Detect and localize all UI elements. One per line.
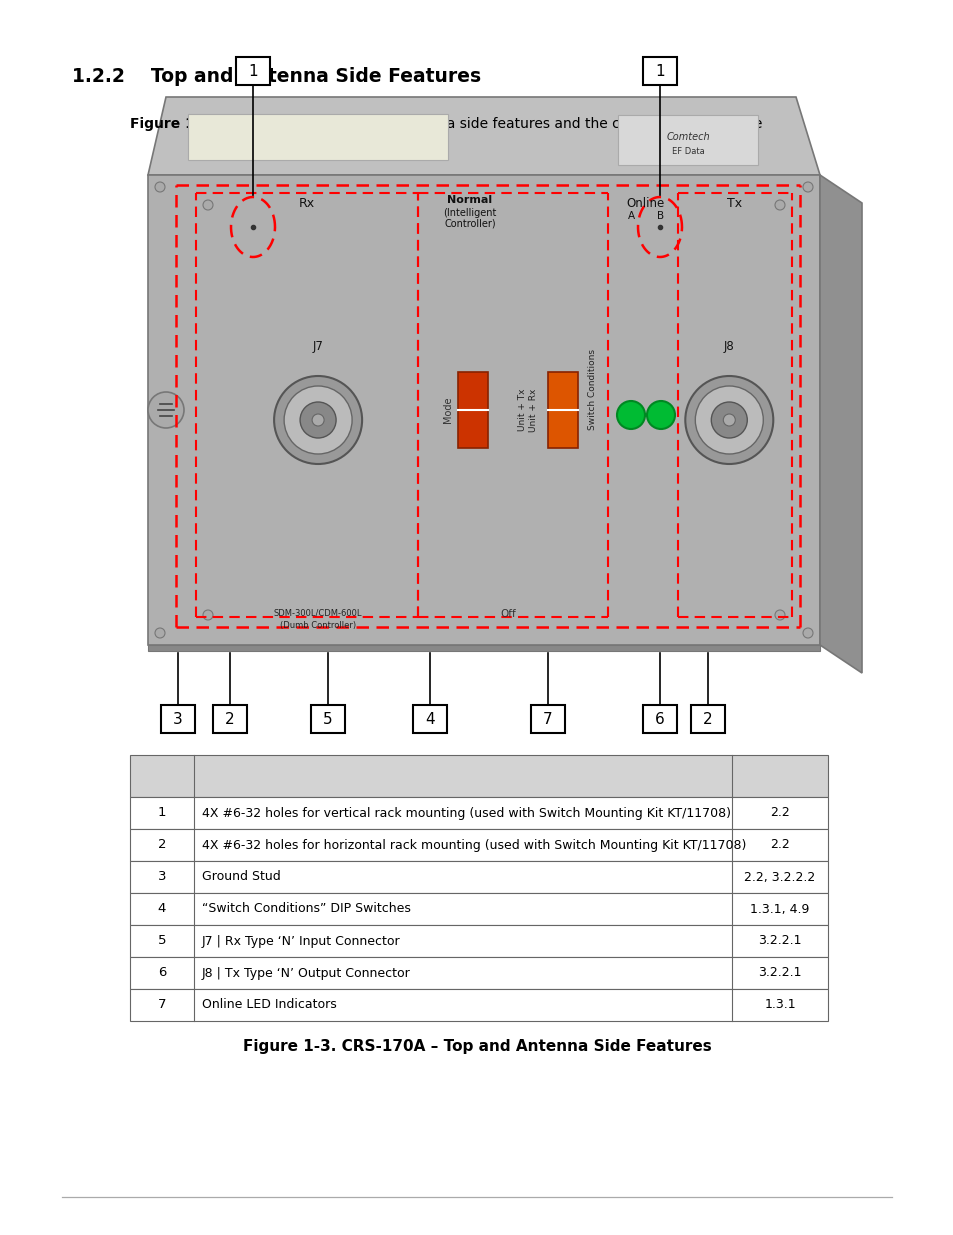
Circle shape	[774, 610, 784, 620]
Polygon shape	[148, 98, 820, 175]
Circle shape	[312, 414, 324, 426]
Text: 7: 7	[157, 999, 166, 1011]
Text: J7: J7	[313, 340, 323, 353]
Text: J7 | Rx Type ‘N’ Input Connector: J7 | Rx Type ‘N’ Input Connector	[202, 935, 400, 947]
Text: 2: 2	[702, 711, 712, 726]
Bar	[130, 755, 827, 797]
Circle shape	[284, 387, 352, 454]
Bar	[130, 957, 827, 989]
Text: Ground Stud: Ground Stud	[202, 871, 280, 883]
Bar	[547, 372, 578, 448]
Text: J8 | Tx Type ‘N’ Output Connector: J8 | Tx Type ‘N’ Output Connector	[202, 967, 411, 979]
Circle shape	[646, 401, 675, 429]
Bar	[311, 705, 345, 734]
Bar	[161, 705, 194, 734]
Text: 2: 2	[157, 839, 166, 851]
Text: 5: 5	[323, 711, 333, 726]
Text: 2.2: 2.2	[769, 839, 789, 851]
Text: 1.2.2    Top and Antenna Side Features: 1.2.2 Top and Antenna Side Features	[71, 67, 480, 86]
Bar	[130, 893, 827, 925]
Circle shape	[774, 200, 784, 210]
Bar	[188, 114, 448, 161]
Bar	[130, 925, 827, 957]
Bar	[618, 115, 758, 165]
Text: 2: 2	[225, 711, 234, 726]
Circle shape	[684, 375, 773, 464]
Circle shape	[802, 629, 812, 638]
Text: Rx: Rx	[298, 198, 314, 210]
Text: Mode: Mode	[442, 396, 453, 424]
Circle shape	[300, 403, 335, 438]
Circle shape	[711, 403, 746, 438]
Text: Unit + Tx
Unit + Rx: Unit + Tx Unit + Rx	[517, 388, 537, 432]
Text: B: B	[657, 211, 664, 221]
Bar	[130, 989, 827, 1021]
Text: 3: 3	[172, 711, 183, 726]
Text: 2.2, 3.2.2.2: 2.2, 3.2.2.2	[743, 871, 815, 883]
Polygon shape	[820, 175, 862, 673]
Bar	[213, 705, 247, 734]
Bar	[130, 829, 827, 861]
Circle shape	[617, 401, 644, 429]
Text: 1: 1	[248, 63, 257, 79]
Text: (Intelligent: (Intelligent	[443, 207, 497, 219]
Bar	[457, 372, 488, 448]
Bar	[642, 57, 677, 85]
Circle shape	[274, 375, 362, 464]
Text: Switch Conditions: Switch Conditions	[588, 350, 597, 431]
Text: 2.2: 2.2	[769, 806, 789, 820]
Text: Comtech: Comtech	[665, 132, 709, 142]
Text: J8: J8	[723, 340, 734, 353]
Bar	[531, 705, 564, 734]
Text: 3.2.2.1: 3.2.2.1	[758, 967, 801, 979]
Text: 4: 4	[157, 903, 166, 915]
Bar	[690, 705, 724, 734]
Bar	[235, 57, 270, 85]
Text: 4X #6-32 holes for horizontal rack mounting (used with Switch Mounting Kit KT/11: 4X #6-32 holes for horizontal rack mount…	[202, 839, 745, 851]
Text: Tx: Tx	[727, 198, 741, 210]
Text: Figure 1-3. CRS-170A – Top and Antenna Side Features: Figure 1-3. CRS-170A – Top and Antenna S…	[242, 1039, 711, 1053]
Text: “Switch Conditions” DIP Switches: “Switch Conditions” DIP Switches	[202, 903, 411, 915]
Text: 3.2.2.1: 3.2.2.1	[758, 935, 801, 947]
Text: 7: 7	[542, 711, 552, 726]
Text: SDM-300L/CDM-600L: SDM-300L/CDM-600L	[274, 609, 362, 618]
Text: 4X #6-32 holes for vertical rack mounting (used with Switch Mounting Kit KT/1170: 4X #6-32 holes for vertical rack mountin…	[202, 806, 730, 820]
Text: Normal: Normal	[447, 195, 492, 205]
Circle shape	[148, 391, 184, 429]
Text: 3: 3	[157, 871, 166, 883]
Text: (Dumb Controller): (Dumb Controller)	[280, 621, 355, 630]
Bar	[413, 705, 447, 734]
Text: Online LED Indicators: Online LED Indicators	[202, 999, 336, 1011]
Text: 1.3.1, 4.9: 1.3.1, 4.9	[749, 903, 809, 915]
Bar	[130, 797, 827, 829]
Circle shape	[203, 200, 213, 210]
Text: Controller): Controller)	[444, 219, 496, 228]
Text: Online: Online	[626, 198, 664, 210]
Circle shape	[695, 387, 762, 454]
Bar	[130, 861, 827, 893]
Text: 5: 5	[157, 935, 166, 947]
Bar	[642, 705, 677, 734]
Text: 4: 4	[425, 711, 435, 726]
Text: A: A	[627, 211, 634, 221]
Text: 1: 1	[157, 806, 166, 820]
Circle shape	[203, 610, 213, 620]
Text: Off: Off	[499, 609, 516, 619]
Circle shape	[154, 629, 165, 638]
Text: 6: 6	[157, 967, 166, 979]
Text: shows the CRS-170A top and antenna side features and the chapters that provide
m: shows the CRS-170A top and antenna side …	[188, 117, 761, 147]
Text: 1: 1	[655, 63, 664, 79]
Text: Figure 1-3: Figure 1-3	[130, 117, 210, 131]
Bar	[148, 645, 820, 651]
Text: 1.3.1: 1.3.1	[763, 999, 795, 1011]
Circle shape	[802, 182, 812, 191]
Text: EF Data: EF Data	[671, 147, 703, 156]
Circle shape	[722, 414, 735, 426]
Circle shape	[154, 182, 165, 191]
Bar	[148, 175, 820, 645]
Text: 6: 6	[655, 711, 664, 726]
